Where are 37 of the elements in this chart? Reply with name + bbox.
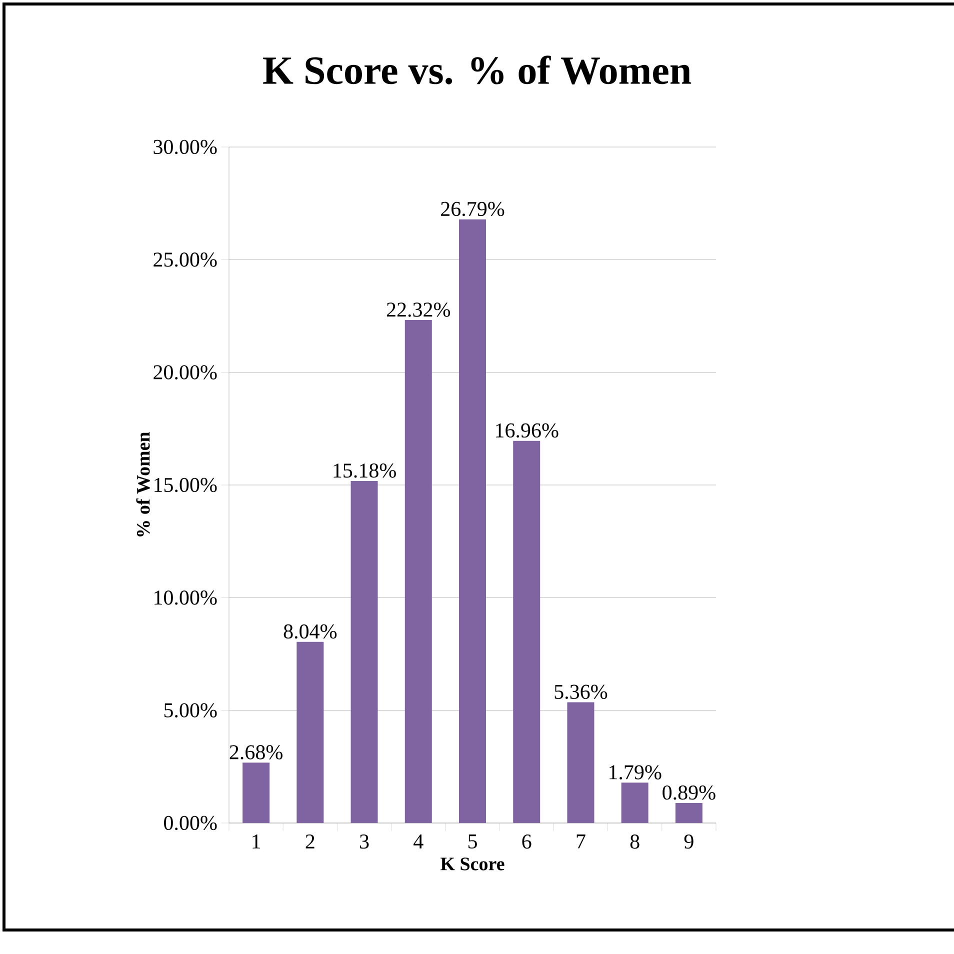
x-tick-label: 8	[630, 834, 640, 849]
y-tick-label: 0.00%	[164, 816, 217, 830]
x-tick-label: 7	[576, 834, 586, 848]
bar	[350, 480, 378, 823]
y-tick-label: 5.00%	[164, 703, 217, 718]
x-tick-label: 2	[306, 834, 314, 848]
data-label: 8.04%	[284, 624, 337, 639]
y-axis-title: % of Women	[136, 432, 150, 536]
bar	[621, 782, 648, 823]
x-tick-label: 9	[684, 834, 694, 849]
data-label: 2.68%	[230, 745, 282, 760]
x-tick-label: 1	[252, 834, 260, 848]
y-tick-label: 20.00%	[154, 365, 217, 380]
bar	[675, 802, 702, 823]
y-tick-label: 25.00%	[154, 252, 217, 267]
bar	[296, 642, 324, 823]
x-tick-label: 5	[468, 834, 477, 848]
x-tick-label: 6	[522, 834, 532, 849]
bar	[242, 762, 270, 823]
data-label: 26.79%	[441, 202, 504, 216]
x-tick-label: 3	[360, 834, 369, 849]
x-axis-title: K Score	[440, 858, 504, 870]
data-label: 1.79%	[610, 765, 662, 780]
chart-title: K Score vs. % of Women	[263, 56, 692, 84]
data-label: 15.18%	[334, 463, 396, 478]
bar	[567, 702, 594, 823]
y-tick-label: 10.00%	[154, 590, 217, 605]
bar	[459, 219, 486, 823]
data-label: 22.32%	[386, 302, 450, 317]
data-label: 16.96%	[496, 423, 558, 438]
data-label: 0.89%	[662, 785, 716, 800]
y-tick-label: 30.00%	[154, 140, 217, 154]
bar	[404, 320, 432, 823]
bar	[513, 440, 540, 823]
y-tick-label: 15.00%	[154, 478, 217, 492]
x-tick-label: 4	[414, 834, 424, 848]
data-label: 5.36%	[554, 684, 608, 700]
